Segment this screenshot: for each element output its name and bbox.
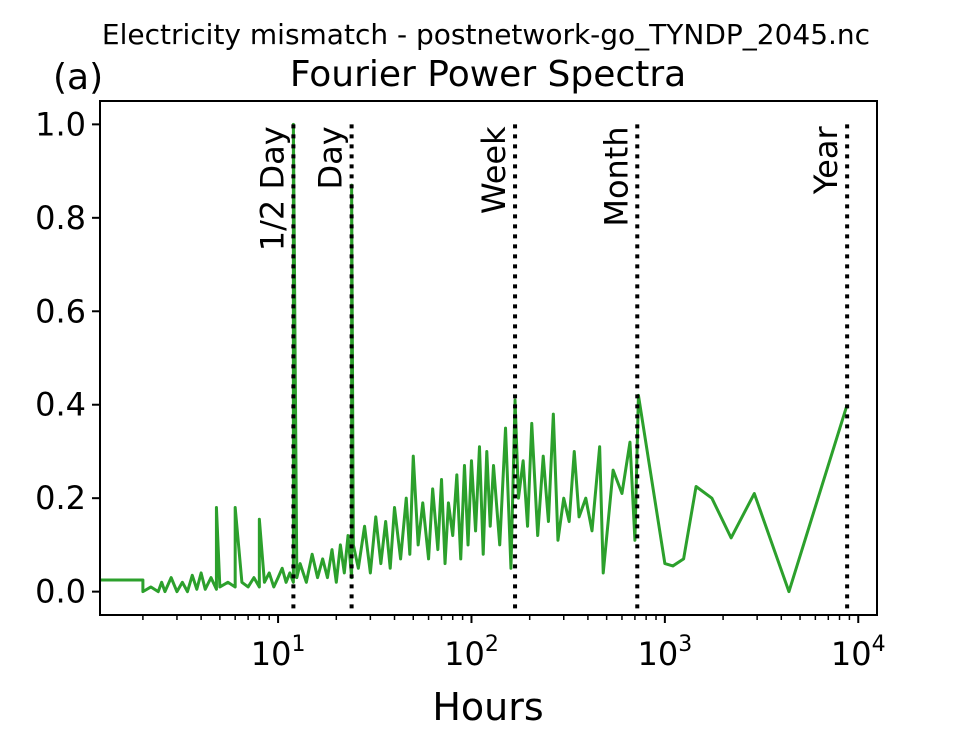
x-tick-label-100: 102 xyxy=(444,632,499,673)
y-tick-label-0.0: 0.0 xyxy=(35,573,86,611)
y-tick-label-0.4: 0.4 xyxy=(35,386,86,424)
y-axis: 0.0 0.2 0.4 0.6 0.8 1.0 xyxy=(35,105,100,611)
reference-label-month: Month xyxy=(597,126,635,226)
reference-label-year: Year xyxy=(807,126,845,196)
x-tick-label-1000: 103 xyxy=(638,632,693,673)
figure-suptitle: Electricity mismatch - postnetwork-go_TY… xyxy=(102,18,870,51)
reference-label-day: Day xyxy=(312,126,350,189)
x-axis: 101 102 103 104 xyxy=(142,615,886,673)
panel-label: (a) xyxy=(53,57,103,98)
y-tick-label-0.8: 0.8 xyxy=(35,199,86,237)
plot-area: 1/2 Day Day Week Month Year xyxy=(100,122,850,615)
x-tick-label-10: 101 xyxy=(251,632,306,673)
y-tick-label-0.6: 0.6 xyxy=(35,292,86,330)
axes-frame xyxy=(99,100,878,616)
spectrum-line-0 xyxy=(100,122,849,594)
y-tick-label-0.2: 0.2 xyxy=(35,479,86,517)
chart-title: Fourier Power Spectra xyxy=(290,54,686,95)
x-axis-label: Hours xyxy=(432,685,543,729)
reference-label-1-2-day: 1/2 Day xyxy=(253,126,291,251)
y-tick-label-1.0: 1.0 xyxy=(35,105,86,143)
x-tick-label-10000: 104 xyxy=(831,632,886,673)
reference-label-week: Week xyxy=(475,126,513,214)
